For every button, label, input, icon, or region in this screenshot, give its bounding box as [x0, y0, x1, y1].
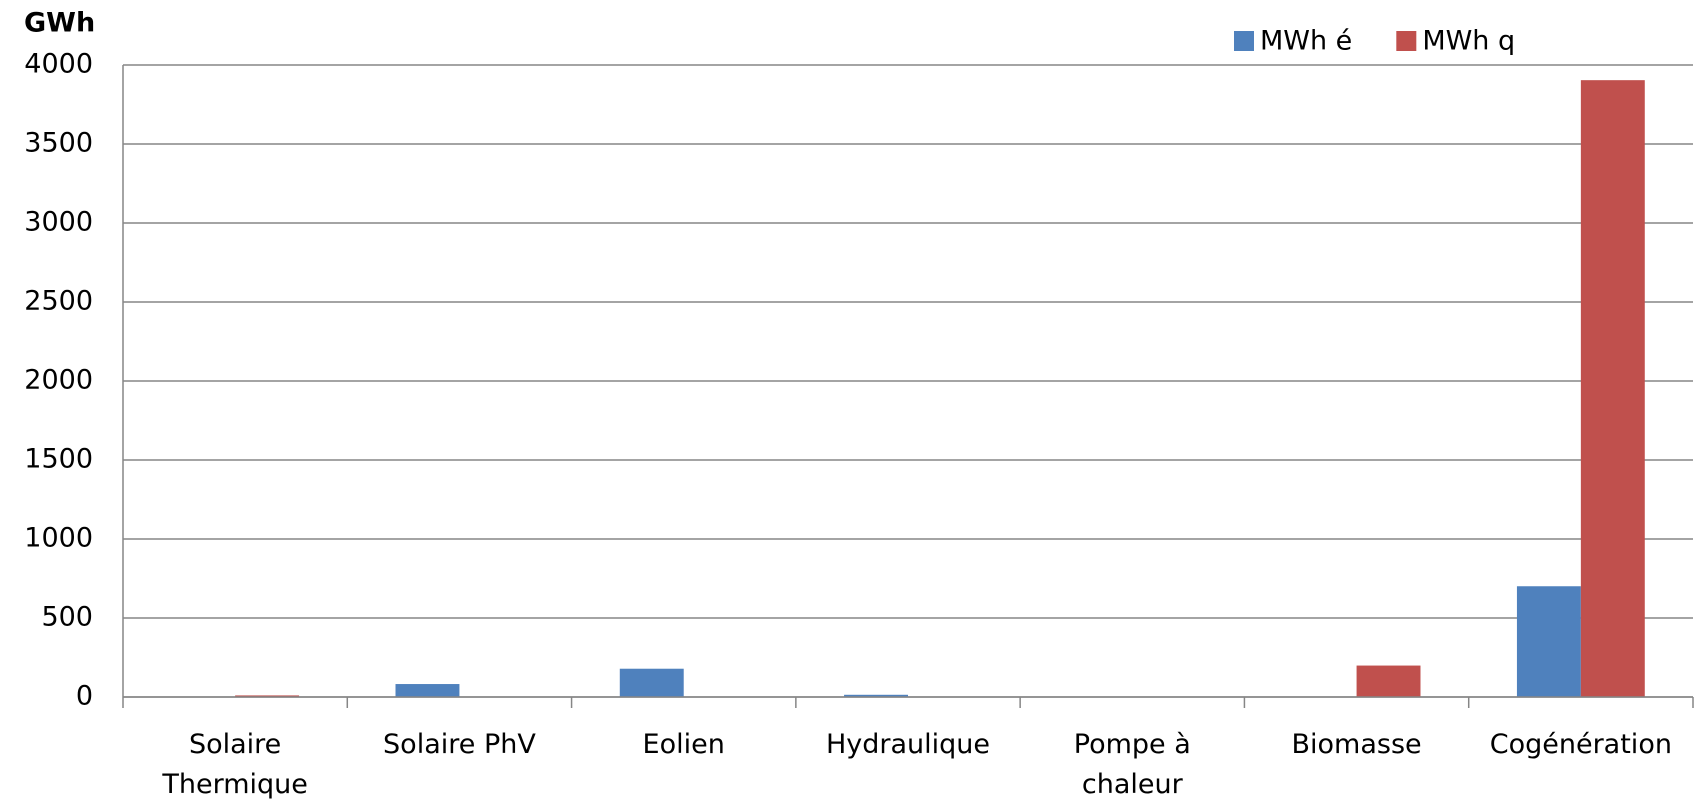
- bar: [844, 694, 908, 697]
- legend-swatch: [1396, 31, 1417, 51]
- bar: [1580, 80, 1645, 698]
- x-tick-label: Biomasse: [1291, 729, 1422, 760]
- y-tick-label: 1500: [24, 444, 93, 475]
- x-tick-label: Pompe à chaleur: [1073, 729, 1191, 800]
- x-tick-label: Eolien: [642, 729, 725, 760]
- y-tick-label: 4000: [24, 49, 93, 80]
- y-axis-label: GWh: [24, 8, 95, 39]
- legend-label: MWh é: [1260, 26, 1352, 57]
- x-tick-label: Solaire PhV: [383, 729, 536, 760]
- y-tick-label: 2500: [24, 286, 93, 317]
- y-tick-label: 3000: [24, 207, 93, 238]
- x-tick-label: Hydraulique: [825, 729, 990, 760]
- y-tick-label: 2000: [24, 365, 93, 396]
- y-tick-label: 0: [76, 681, 93, 712]
- y-tick-label: 500: [41, 602, 93, 633]
- legend-label: MWh q: [1422, 26, 1515, 57]
- y-tick-label: 3500: [24, 128, 93, 159]
- y-tick-label: 1000: [24, 523, 93, 554]
- bar: [1356, 665, 1421, 697]
- bar: [395, 684, 460, 697]
- x-tick-label: Cogénération: [1489, 729, 1672, 760]
- bar: [235, 695, 300, 697]
- legend-swatch: [1234, 31, 1254, 51]
- bar: [1516, 586, 1581, 697]
- x-tick-label: Solaire Thermique: [162, 729, 308, 800]
- bar: [619, 668, 684, 697]
